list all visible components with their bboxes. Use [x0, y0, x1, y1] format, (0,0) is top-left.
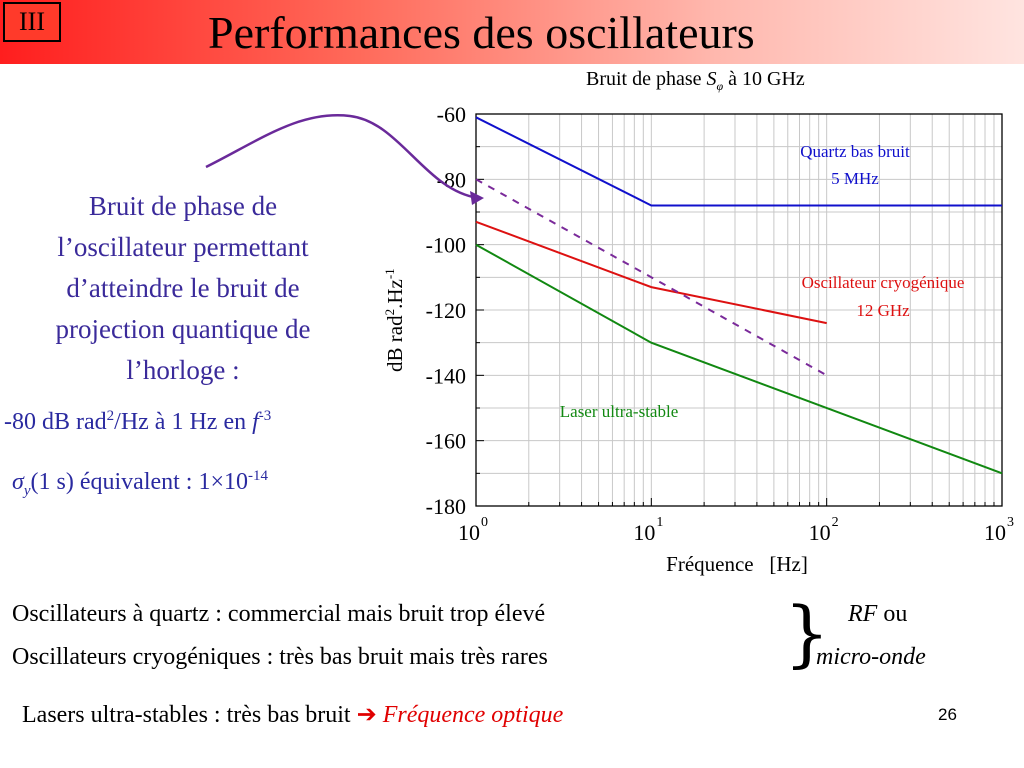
right-arrow-icon: ➔ [356, 702, 377, 728]
eq1-fsup: -3 [258, 408, 272, 424]
eq2-sigma: σ [12, 469, 24, 495]
annotation-cryo: Oscillateur cryogénique [802, 273, 965, 292]
y-tick-label: -140 [426, 363, 466, 388]
series-line-2 [475, 243, 1003, 475]
left-text-line: projection quantique de [55, 314, 311, 344]
y-tick-label: -60 [437, 102, 466, 127]
x-tick-label: 10 [458, 520, 480, 545]
series-line-3 [475, 178, 828, 377]
chart-grid [476, 114, 1002, 506]
page-title: Performances des oscillateurs [208, 7, 755, 58]
rf-label: RF ou [848, 601, 907, 628]
noise-equation: -80 dB rad2/Hz à 1 Hz en f-3 [4, 408, 271, 436]
y-tick-label: -180 [426, 494, 466, 519]
eq2-sub: y [23, 482, 31, 499]
bottom-line-quartz: Oscillateurs à quartz : commercial mais … [12, 601, 546, 627]
eq1-sup: 2 [106, 408, 115, 424]
eq1-prefix: -80 dB rad [4, 409, 107, 435]
x-tick-label: 10 [633, 520, 655, 545]
micro-onde-label: micro-onde [816, 644, 926, 670]
allan-deviation-equation: σy(1 s) équivalent : 1×10-14 [12, 468, 268, 500]
left-text-line: l’horloge : [126, 355, 240, 385]
pointer-arrow [205, 113, 479, 200]
x-tick-exponent: 3 [1007, 515, 1014, 530]
laser-text: Lasers ultra-stables : très bas bruit [22, 702, 351, 728]
pointer-arrowhead [470, 191, 484, 205]
x-tick-exponent: 1 [656, 515, 663, 530]
header-band [0, 0, 1024, 64]
optical-frequency-text: Fréquence optique [382, 702, 564, 728]
annotation-quartz: Quartz bas bruit [800, 142, 910, 161]
left-text-line: l’oscillateur permettant [57, 232, 309, 262]
left-explanation: Bruit de phase de l’oscillateur permetta… [0, 186, 366, 391]
x-tick-label: 10 [809, 520, 831, 545]
chart-title-symbol: S [706, 68, 717, 90]
annotation-quartz-freq: 5 MHz [831, 169, 879, 188]
x-tick-exponent: 0 [481, 515, 488, 530]
y-tick-label: -160 [426, 429, 466, 454]
x-tick-exponent: 2 [832, 515, 839, 530]
series-line-1 [475, 220, 827, 325]
eq2-sup: -14 [248, 468, 269, 484]
x-tick-label: 10 [984, 520, 1006, 545]
chart-title: Bruit de phase Sφ à 10 GHz [586, 68, 805, 94]
chart-series [475, 116, 1003, 475]
series-line-0 [475, 116, 1002, 207]
bottom-line-cryo: Oscillateurs cryogéniques : très bas bru… [12, 644, 548, 670]
left-text-line: d’atteindre le bruit de [66, 273, 300, 303]
bottom-line-laser: Lasers ultra-stables : très bas bruit ➔ … [22, 700, 563, 729]
annotation-laser: Laser ultra-stable [560, 402, 678, 421]
eq1-f: f [252, 409, 259, 435]
eq2-mid: (1 s) équivalent : 1×10 [30, 469, 249, 495]
eq1-mid: /Hz à 1 Hz en [114, 409, 253, 435]
y-tick-label: -120 [426, 298, 466, 323]
chart-title-subscript: φ [716, 79, 724, 93]
brace-icon: } [784, 591, 830, 675]
page-number: 26 [938, 705, 957, 724]
y-axis-label: dB rad2.Hz-1 [382, 268, 407, 372]
chart-title-text: Bruit de phase [586, 68, 702, 90]
section-badge: III [3, 2, 61, 42]
chart-title-suffix: à 10 GHz [728, 68, 805, 90]
left-text-line: Bruit de phase de [88, 191, 278, 221]
rf-text: RF [848, 601, 878, 627]
annotation-cryo-freq: 12 GHz [856, 301, 910, 320]
y-tick-label: -100 [426, 233, 466, 258]
section-label: III [19, 7, 45, 36]
ou-text: ou [877, 601, 908, 627]
x-axis-label: Fréquence [Hz] [666, 552, 808, 576]
